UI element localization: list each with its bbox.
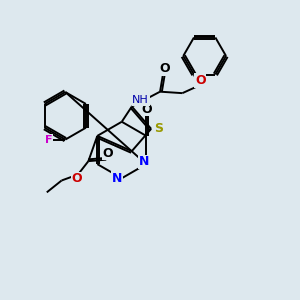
Text: N: N [139,155,149,168]
Text: O: O [102,147,113,160]
Text: O: O [71,172,82,185]
Text: O: O [142,103,152,116]
Text: N: N [112,172,122,185]
Text: F: F [45,135,53,145]
Text: S: S [154,122,163,135]
Text: O: O [195,74,206,87]
Text: NH: NH [132,95,149,105]
Text: O: O [159,62,170,75]
